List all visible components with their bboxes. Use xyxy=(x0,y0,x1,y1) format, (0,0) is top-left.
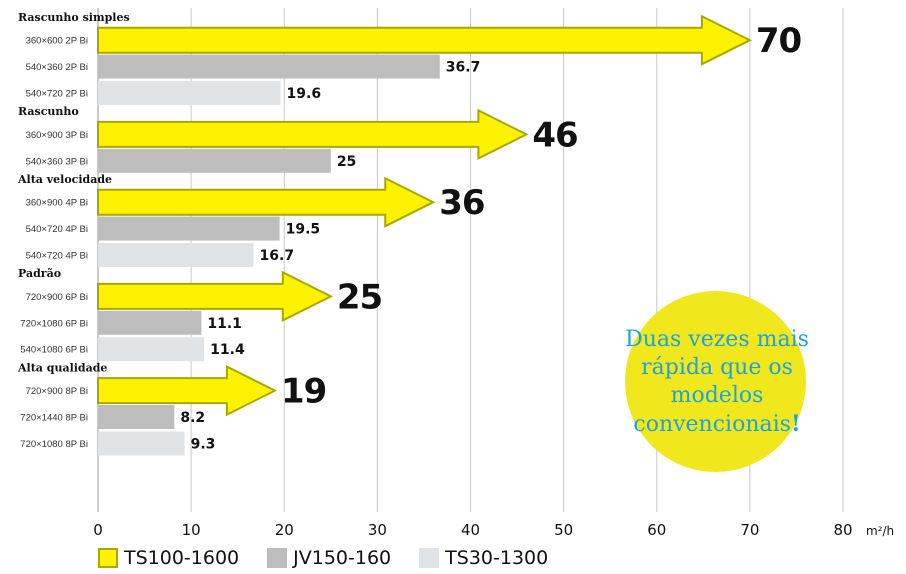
row-label: 360×900 4P Bi xyxy=(26,198,88,209)
row-label: 540×1080 6P Bi xyxy=(20,345,88,356)
legend-swatch-jv150 xyxy=(267,548,288,568)
row-label: 360×900 3P Bi xyxy=(26,130,88,141)
callout: Duas vezes mais rápida que os modelos co… xyxy=(612,292,822,472)
value-label-jv150: 36.7 xyxy=(446,60,481,76)
value-label-ts30: 9.3 xyxy=(191,436,216,452)
x-tick-label: 0 xyxy=(93,521,103,539)
x-tick-label: 50 xyxy=(554,521,573,539)
callout-exclamation: ! xyxy=(790,410,801,437)
legend-item-jv150: JV150-160 xyxy=(267,547,391,569)
row-label: 720×1440 8P Bi xyxy=(20,413,88,424)
group-label: Rascunho xyxy=(18,105,79,118)
value-label-ts100: 70 xyxy=(756,21,802,61)
bar-ts30 xyxy=(98,243,254,267)
legend-item-ts100: TS100-1600 xyxy=(98,547,239,569)
bar-ts30 xyxy=(98,337,205,362)
group-label: Padrão xyxy=(18,267,61,280)
callout-text: Duas vezes mais rápida que os modelos co… xyxy=(625,326,809,437)
legend-label-ts100: TS100-1600 xyxy=(124,547,240,569)
bar-jv150 xyxy=(98,310,202,335)
x-tick-label: 40 xyxy=(461,521,480,539)
bar-jv150 xyxy=(98,54,440,79)
value-label-ts30: 19.6 xyxy=(287,86,322,102)
x-tick-label: 10 xyxy=(182,521,201,539)
row-label: 540×720 2P Bi xyxy=(26,89,88,100)
row-label: 540×720 4P Bi xyxy=(26,224,88,235)
row-label: 720×900 8P Bi xyxy=(26,386,88,397)
x-tick-label: 30 xyxy=(368,521,387,539)
bar-ts100 xyxy=(97,14,753,66)
group-label: Alta velocidade xyxy=(17,173,112,186)
row-label: 540×360 3P Bi xyxy=(26,156,88,167)
value-label-jv150: 19.5 xyxy=(286,222,321,238)
x-tick-label: 20 xyxy=(275,521,294,539)
legend-swatch-ts30 xyxy=(419,548,440,568)
x-tick-label: 60 xyxy=(647,521,666,539)
x-tick-label: 70 xyxy=(740,521,759,539)
legend: TS100-1600 JV150-160 TS30-1300 xyxy=(98,545,576,571)
bar-ts30 xyxy=(98,81,281,105)
bar-ts100 xyxy=(97,108,529,161)
value-label-ts100: 36 xyxy=(439,183,484,223)
row-label: 540×360 2P Bi xyxy=(26,62,88,73)
row-label: 360×600 2P Bi xyxy=(26,36,88,47)
row-label: 720×900 6P Bi xyxy=(26,292,88,303)
row-label: 540×720 4P Bi xyxy=(26,251,88,262)
bar-jv150 xyxy=(98,405,175,429)
group-label: Rascunho simples xyxy=(18,11,130,24)
bar-ts100 xyxy=(97,176,436,228)
value-label-ts100: 19 xyxy=(281,372,326,412)
value-label-jv150: 11.1 xyxy=(207,316,242,332)
legend-label-jv150: JV150-160 xyxy=(293,547,392,569)
legend-item-ts30: TS30-1300 xyxy=(419,547,548,569)
value-label-ts30: 16.7 xyxy=(260,248,295,264)
value-label-jv150: 25 xyxy=(337,154,356,170)
bar-chart: 0 10 20 30 40 50 60 70 80 m²/h Rascunho simples 360… xyxy=(17,8,894,539)
legend-swatch-ts100 xyxy=(98,548,118,568)
value-label-ts100: 25 xyxy=(337,277,382,317)
value-label-ts100: 46 xyxy=(532,115,577,155)
callout-circle xyxy=(625,291,806,472)
group-label: Alta qualidade xyxy=(17,361,107,374)
bar-jv150 xyxy=(98,216,280,241)
bar-jv150 xyxy=(98,148,331,173)
x-axis-unit: m²/h xyxy=(866,524,894,538)
bar-ts100 xyxy=(97,270,334,323)
value-label-jv150: 8.2 xyxy=(180,410,205,426)
legend-label-ts30: TS30-1300 xyxy=(445,547,549,569)
row-label: 720×1080 6P Bi xyxy=(20,318,88,329)
row-label: 720×1080 8P Bi xyxy=(20,439,88,450)
x-tick-label: 80 xyxy=(833,521,852,539)
bar-ts100 xyxy=(97,364,278,417)
value-label-ts30: 11.4 xyxy=(210,342,245,358)
bar-ts30 xyxy=(98,431,185,456)
